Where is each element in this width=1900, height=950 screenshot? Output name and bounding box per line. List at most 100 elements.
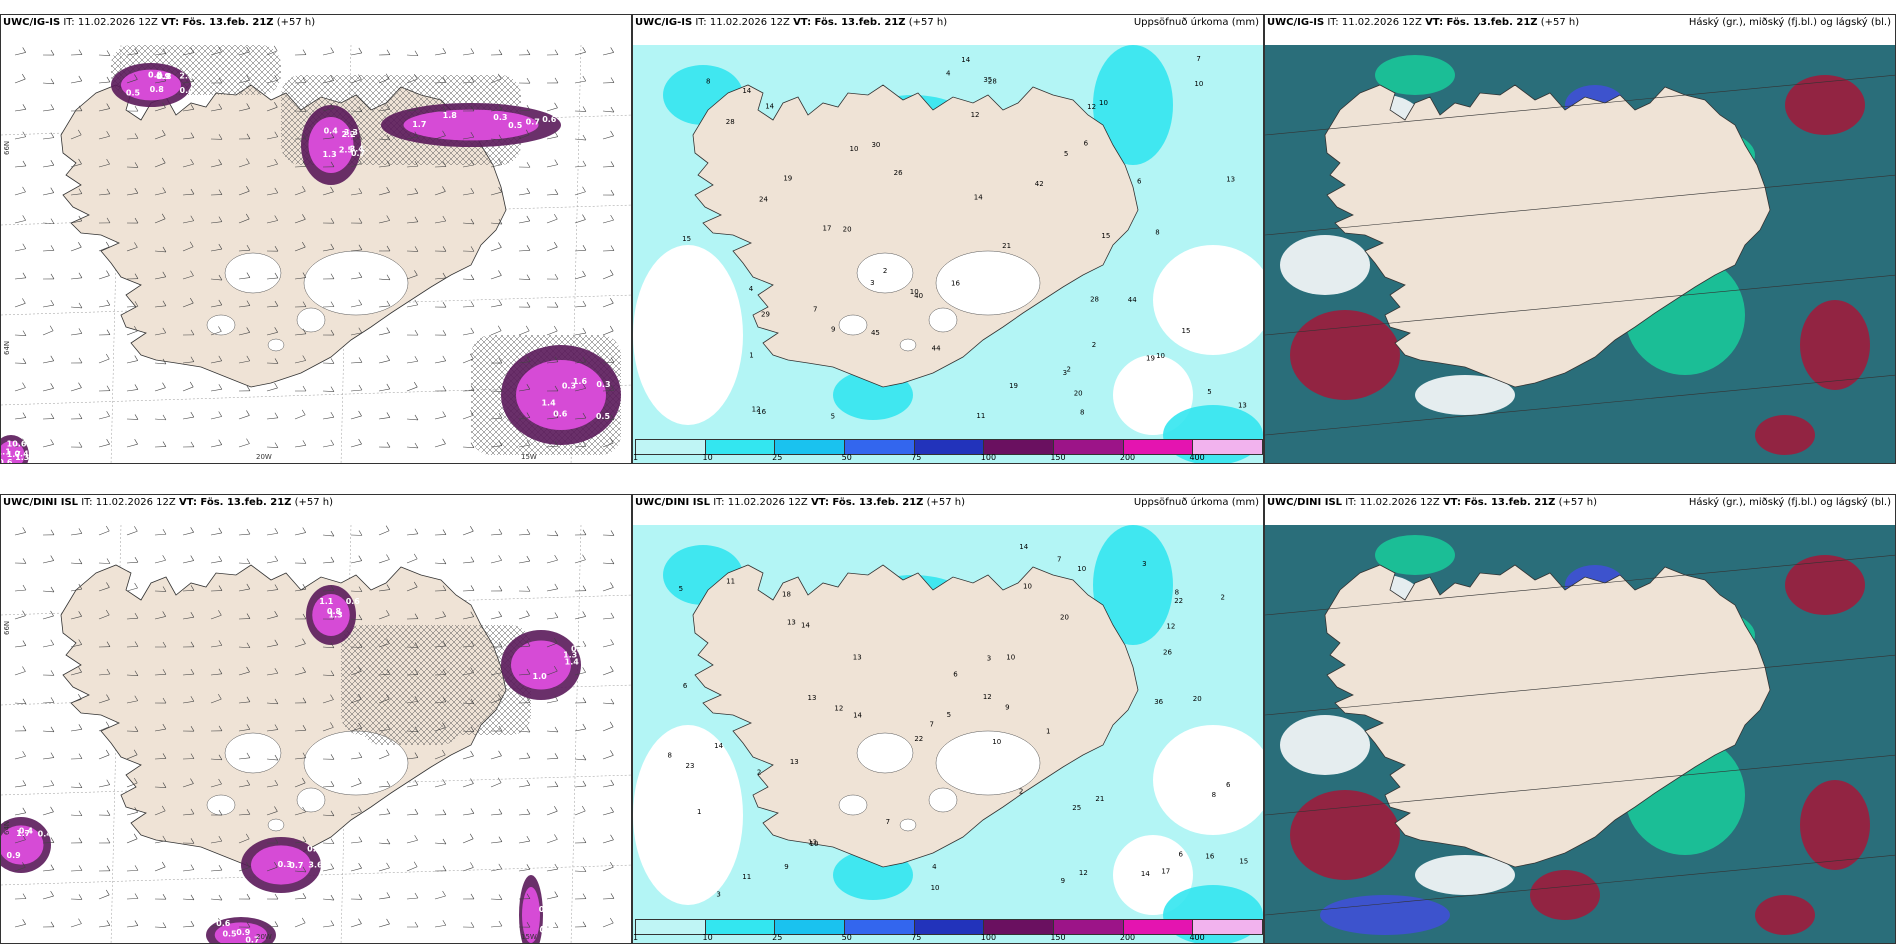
wind-barb-flag [442,890,446,897]
precip-value-label: 1.7 [16,829,30,838]
wind-barb [126,192,138,196]
wind-barb-flag [302,638,306,644]
wind-barb-flag [413,553,418,560]
cloud-layer-area [1800,780,1870,870]
wind-barb-flag [218,778,222,785]
legend-swatch [705,920,776,934]
wind-barb [294,782,306,788]
wind-barb-flag [358,272,363,278]
precip-value-label: 0.6 [553,409,568,418]
wind-barb-flag [582,866,587,872]
wind-barb [518,250,530,252]
wind-barb-flag [470,640,475,647]
wind-barb [14,220,26,224]
accum-value-label: 16 [757,408,766,416]
wind-barb [238,415,250,420]
wind-barb-flag [470,698,475,704]
precip-value-label: 0.8 [571,644,586,653]
wind-barb [378,78,390,84]
wind-barb-flag [246,46,250,53]
accum-value-label: 13 [787,618,796,626]
wind-barb-flag [78,865,83,871]
wind-barb-flag [442,640,447,647]
wind-barb-flag [218,46,222,52]
wind-barb [350,923,362,928]
wind-barb [182,813,194,816]
wind-barb-flag [274,131,279,137]
wind-barb-flag [498,836,503,842]
wind-barb [406,784,418,788]
wind-barb-flag [246,558,251,564]
wind-barb-flag [246,922,251,928]
wind-barb-flag [526,555,531,562]
wind-barb-flag [218,585,223,591]
wind-barb [14,839,26,844]
wind-barb [490,417,502,420]
wind-barb-flag [218,384,223,390]
accum-value-label: 15 [1101,232,1110,240]
wind-barb-flag [274,724,279,730]
wind-barb [98,614,110,620]
wind-barb-flag [134,242,138,248]
wind-barb-flag [358,586,363,592]
wind-barb-flag [386,610,390,616]
wind-barb-flag [610,612,615,619]
wind-barb-flag [358,299,363,305]
wind-barb [406,586,418,592]
wind-barb-flag [554,412,559,418]
wind-barb-flag [218,216,223,222]
wind-barb-flag [274,272,279,279]
wind-barb-flag [22,558,27,564]
wind-barb [350,192,362,196]
wind-barb-flag [50,383,54,389]
wind-barb [238,305,250,308]
wind-barb-flag [442,920,447,926]
wind-barb [490,755,502,760]
wind-barb [602,898,615,900]
wind-barb-flag [330,781,335,787]
wind-barb-flag [414,216,419,222]
wind-barb-flag [610,437,614,444]
wind-barb-flag [525,129,530,135]
wind-barb [462,813,474,816]
precip-value-label: 1.4 [541,398,556,407]
wind-barb-flag [302,613,307,620]
wind-barb [518,840,530,844]
wind-barb [602,302,614,308]
wind-barb-flag [162,48,167,54]
wind-barb-flag [78,667,82,673]
wind-barb-flag [161,805,166,812]
wind-barb [518,533,530,536]
wind-barb [210,698,222,704]
wind-barb [434,360,446,364]
wind-barb [490,78,502,84]
wind-barb [126,754,138,760]
wind-barb [602,726,614,732]
legend-tick: 200 [1119,453,1136,462]
wind-barb-flag [50,806,54,812]
wind-barb-flag [134,188,139,194]
wind-barb-flag [134,133,139,139]
wind-barb [238,360,250,364]
accum-value-label: 6 [1226,781,1231,789]
cloud-layer-area [1320,895,1450,935]
wind-barb-flag [246,893,251,900]
wind-barb-flag [106,131,110,137]
wind-barb-flag [470,442,475,448]
cloud-map [1265,45,1895,463]
wind-barb [294,445,306,448]
wind-barb-flag [246,642,251,648]
wind-barb-flag [610,530,615,536]
wind-barb [490,698,502,704]
wind-barb-flag [190,104,195,110]
wind-barb-flag [162,922,167,928]
wind-barb-flag [162,835,167,842]
wind-barb-flag [246,666,250,673]
wind-barb [182,532,194,536]
wind-barb [462,164,474,168]
wind-barb-flag [50,355,55,361]
wind-barb-flag [22,215,26,221]
wind-barb [602,390,614,392]
panel-title-right: Uppsöfnuð úrkoma (mm) [1133,497,1259,508]
accum-value-label: 40 [914,292,923,300]
